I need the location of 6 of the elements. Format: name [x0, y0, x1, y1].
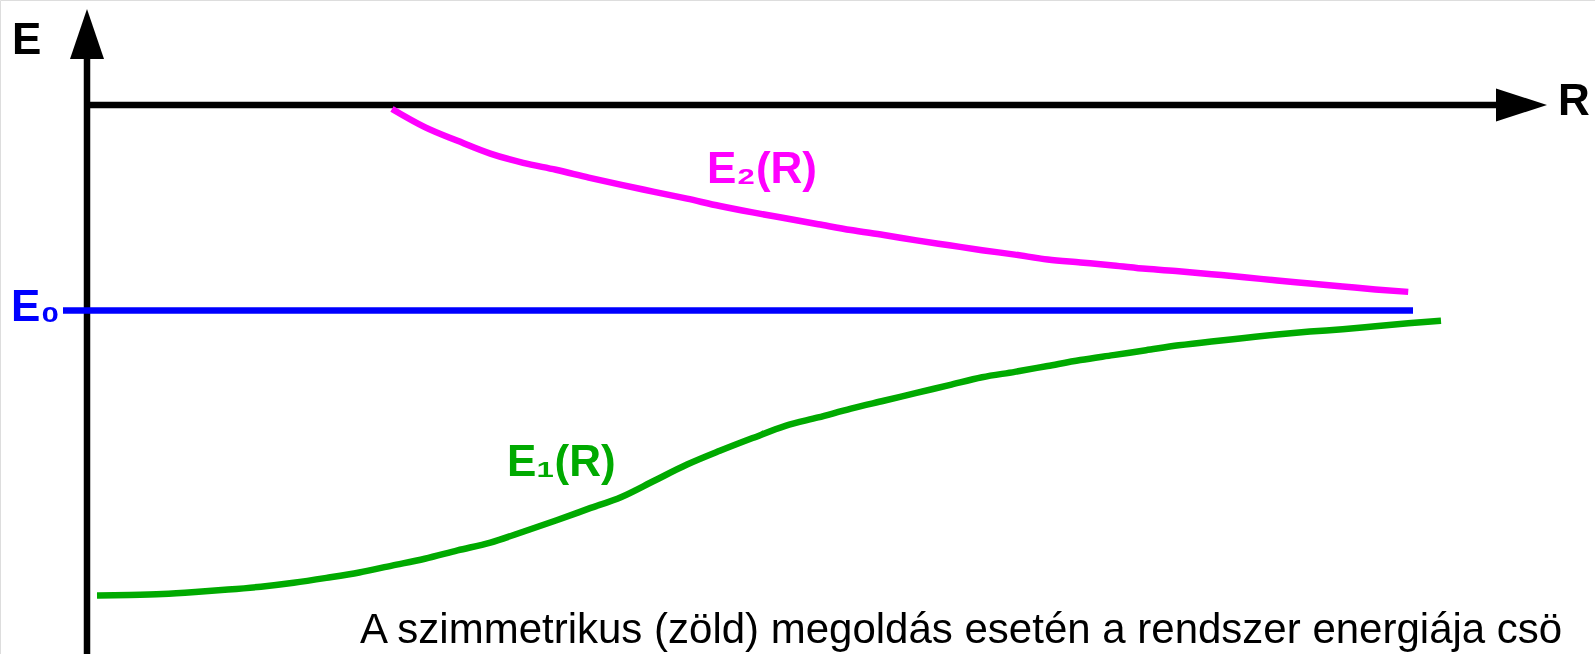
- series-label: E₂(R): [707, 143, 817, 192]
- y-axis-title: E: [12, 14, 42, 63]
- series-label: E₁(R): [507, 436, 616, 485]
- x-axis-title: R: [1558, 75, 1590, 124]
- ref-line-label: E₀: [11, 280, 61, 330]
- text: A szimmetrikus (zöld) megoldás esetén a rendszer energiája csö: [360, 605, 1563, 652]
